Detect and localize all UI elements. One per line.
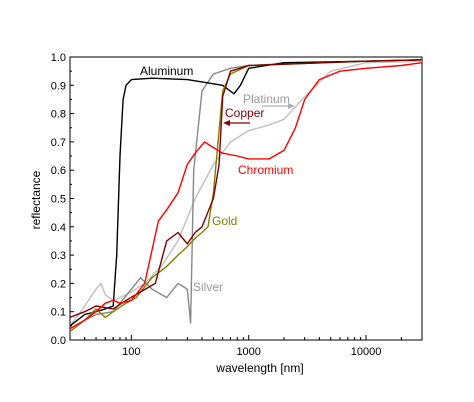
y-axis-title: reflectance xyxy=(29,170,43,229)
y-tick-label: 0.5 xyxy=(51,194,66,206)
series-label-gold: Gold xyxy=(212,214,237,228)
y-tick-label: 0.4 xyxy=(51,222,66,234)
series-line-chromium xyxy=(70,62,422,330)
series-lines xyxy=(70,59,422,333)
y-tick-label: 0.9 xyxy=(51,80,66,92)
x-axis-title: wavelength [nm] xyxy=(215,361,303,375)
y-tick-label: 0.8 xyxy=(51,109,66,121)
series-label-chromium: Chromium xyxy=(238,163,293,177)
x-tick-label: 10000 xyxy=(351,346,382,358)
x-tick-label: 1000 xyxy=(236,346,260,358)
series-label-platinum: Platinum xyxy=(243,92,290,106)
series-line-aluminum xyxy=(70,59,422,327)
x-axis-ticks: 100 1000 10000 xyxy=(69,335,423,358)
y-tick-label: 0.3 xyxy=(51,250,66,262)
y-tick-label: 0.2 xyxy=(51,278,66,290)
y-tick-label: 0.7 xyxy=(51,137,66,149)
x-tick-label: 100 xyxy=(122,346,140,358)
y-tick-label: 0.6 xyxy=(51,165,66,177)
y-tick-label: 0.0 xyxy=(51,335,66,347)
series-label-copper: Copper xyxy=(225,106,264,120)
platinum-arrowhead xyxy=(288,103,295,109)
copper-arrowhead xyxy=(223,120,230,126)
series-line-platinum xyxy=(70,60,422,327)
y-axis-ticks: 0.0 0.1 0.2 0.3 0.4 0.5 0.6 0.7 0.8 0.9 1.0 xyxy=(51,52,74,347)
series-label-silver: Silver xyxy=(193,280,223,294)
series-labels: Aluminum Platinum Copper Chromium Gold S… xyxy=(140,64,295,294)
series-line-copper xyxy=(70,59,422,319)
y-tick-label: 0.1 xyxy=(51,307,66,319)
y-tick-label: 1.0 xyxy=(51,52,66,64)
series-label-aluminum: Aluminum xyxy=(140,64,193,78)
